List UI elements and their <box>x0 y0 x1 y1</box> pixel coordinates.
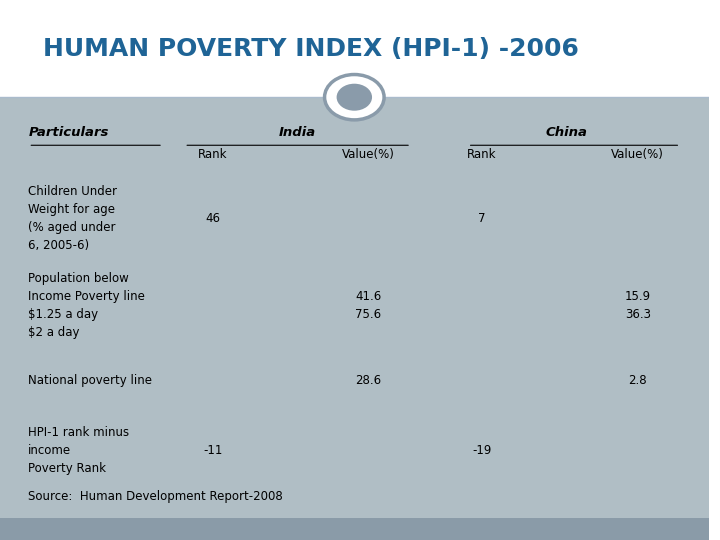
Text: 41.6
75.6: 41.6 75.6 <box>356 289 382 321</box>
Circle shape <box>325 75 384 120</box>
Circle shape <box>337 84 372 111</box>
Text: Value(%): Value(%) <box>611 148 665 161</box>
Text: Population below
Income Poverty line
$1.25 a day
$2 a day: Population below Income Poverty line $1.… <box>28 272 145 339</box>
Text: -11: -11 <box>203 444 222 457</box>
Text: China: China <box>546 126 588 139</box>
Text: Source:  Human Development Report-2008: Source: Human Development Report-2008 <box>28 490 283 503</box>
Text: 46: 46 <box>205 212 220 225</box>
Text: HPI-1 rank minus
income
Poverty Rank: HPI-1 rank minus income Poverty Rank <box>28 427 130 475</box>
Text: India: India <box>279 126 316 139</box>
Text: 28.6: 28.6 <box>356 374 382 387</box>
FancyBboxPatch shape <box>0 97 708 540</box>
Text: HUMAN POVERTY INDEX (HPI-1) -2006: HUMAN POVERTY INDEX (HPI-1) -2006 <box>42 37 578 60</box>
Text: Children Under
Weight for age
(% aged under
6, 2005-6): Children Under Weight for age (% aged un… <box>28 185 117 252</box>
Text: National poverty line: National poverty line <box>28 374 153 387</box>
Text: -19: -19 <box>472 444 492 457</box>
FancyBboxPatch shape <box>0 518 708 540</box>
Text: 7: 7 <box>478 212 485 225</box>
Text: 2.8: 2.8 <box>629 374 647 387</box>
Text: Value(%): Value(%) <box>342 148 395 161</box>
Text: 15.9
36.3: 15.9 36.3 <box>625 289 651 321</box>
FancyBboxPatch shape <box>0 0 708 97</box>
Text: Rank: Rank <box>198 148 228 161</box>
Text: Rank: Rank <box>467 148 497 161</box>
Text: Particulars: Particulars <box>28 126 109 139</box>
